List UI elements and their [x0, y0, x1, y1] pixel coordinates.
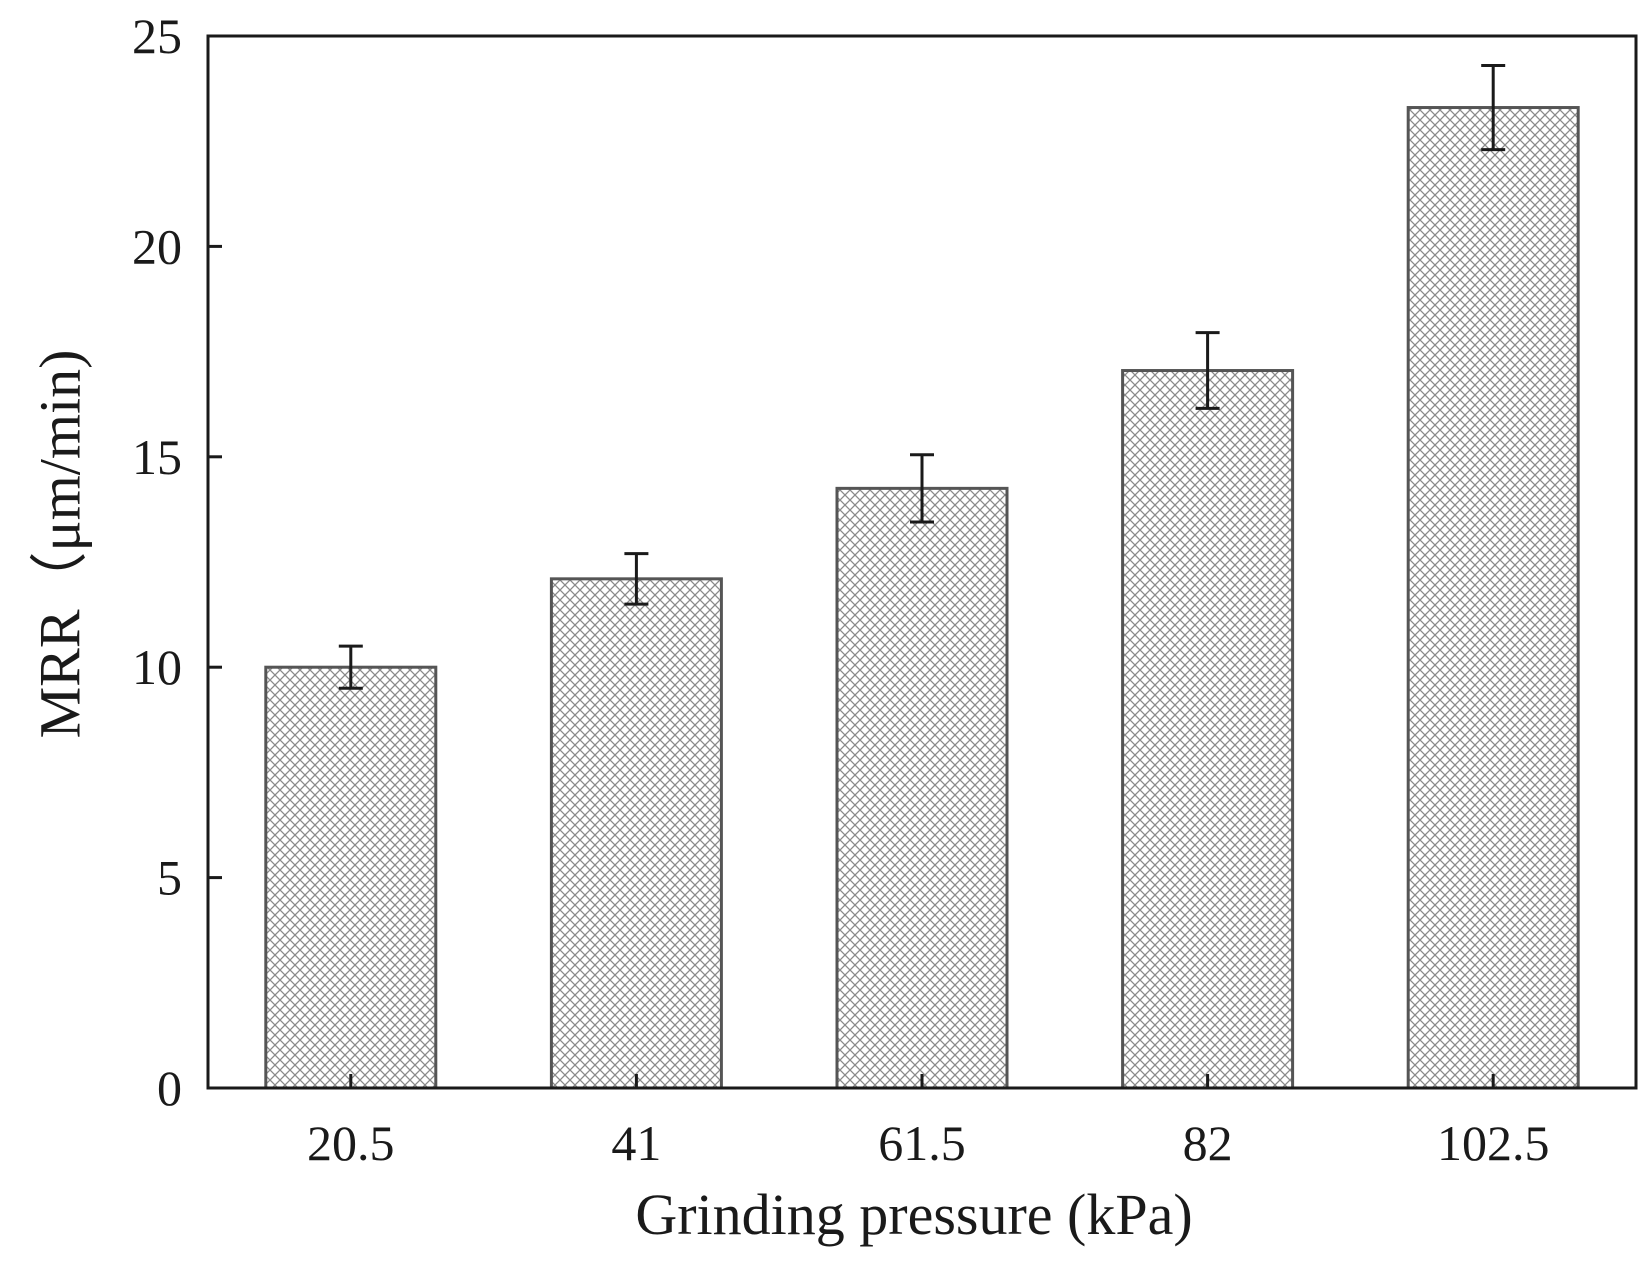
y-tick-label: 20	[132, 218, 182, 274]
error-bars-layer	[338, 63, 1506, 690]
x-tick-label: 82	[1183, 1115, 1233, 1171]
bar-61.5	[835, 486, 1009, 1090]
y-tick-labels: 0 5 10 15 20 25	[132, 8, 182, 1116]
bar-20.5	[264, 665, 438, 1090]
y-tick-label: 5	[157, 850, 182, 906]
x-axis-title: Grinding pressure (kPa)	[635, 1182, 1192, 1247]
bar-102.5	[1406, 106, 1580, 1090]
axis-ticks-layer	[208, 34, 1495, 1090]
x-tick-labels: 20.5 41 61.5 82 102.5	[307, 1115, 1549, 1171]
x-tick-label: 41	[611, 1115, 661, 1171]
bar-41	[549, 577, 723, 1090]
x-tick-label: 61.5	[878, 1115, 966, 1171]
y-tick-label: 25	[132, 8, 182, 64]
y-tick-label: 0	[157, 1060, 182, 1116]
y-axis-title: MRR（μm/min)	[27, 350, 92, 739]
bar-82	[1121, 369, 1295, 1090]
x-tick-label: 20.5	[307, 1115, 395, 1171]
y-tick-label: 10	[132, 639, 182, 695]
bars-layer	[264, 106, 1580, 1090]
x-tick-label: 102.5	[1437, 1115, 1550, 1171]
y-tick-label: 15	[132, 429, 182, 485]
